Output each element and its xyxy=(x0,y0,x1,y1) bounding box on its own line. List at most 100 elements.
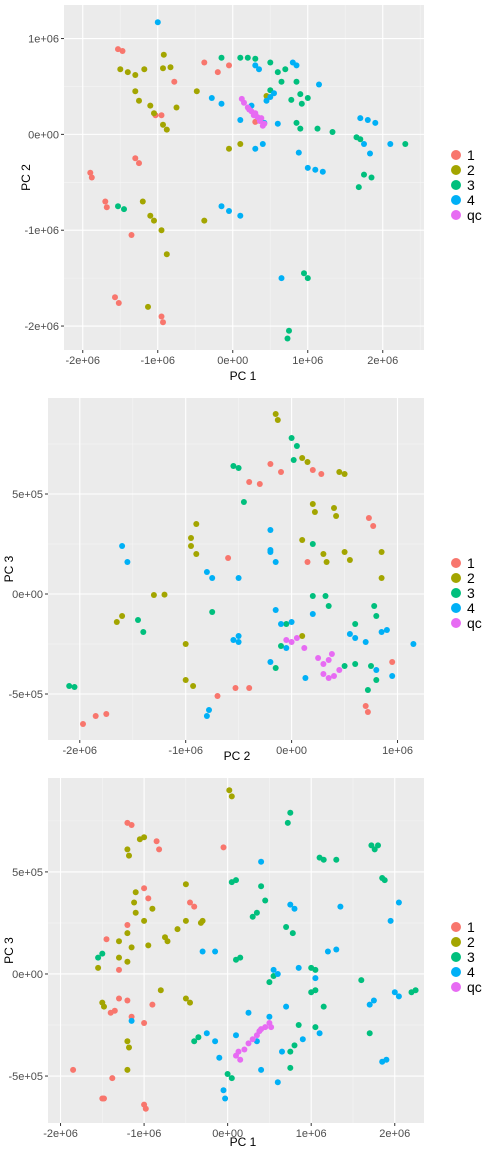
data-point xyxy=(141,885,148,892)
data-point xyxy=(286,327,292,334)
data-point xyxy=(190,683,197,689)
data-point xyxy=(272,607,279,613)
data-point xyxy=(299,537,306,543)
data-point xyxy=(290,457,297,463)
data-point xyxy=(252,118,259,125)
data-point xyxy=(103,204,110,211)
data-point xyxy=(237,141,244,147)
data-point xyxy=(266,1013,273,1020)
data-point xyxy=(284,335,291,342)
data-point xyxy=(357,136,364,143)
data-point xyxy=(365,515,372,521)
data-point xyxy=(226,208,232,214)
data-point xyxy=(362,703,369,709)
data-point xyxy=(274,69,281,76)
y-tick-label: -1e+06 xyxy=(24,225,59,237)
legend-label: 2 xyxy=(467,570,475,586)
data-point xyxy=(161,591,168,598)
data-point xyxy=(128,1013,135,1020)
data-point xyxy=(364,687,371,693)
data-point xyxy=(375,842,381,849)
data-point xyxy=(124,559,131,565)
data-point xyxy=(136,97,142,104)
data-point xyxy=(132,72,139,78)
data-point xyxy=(145,942,152,949)
data-point xyxy=(124,997,131,1004)
data-point xyxy=(241,99,247,106)
series-2 xyxy=(113,411,385,689)
data-point xyxy=(235,633,242,639)
data-point xyxy=(291,905,298,912)
data-point xyxy=(381,877,388,884)
data-point xyxy=(245,1040,252,1047)
data-point xyxy=(352,661,359,667)
data-point xyxy=(132,889,139,896)
data-point xyxy=(272,411,279,417)
data-point xyxy=(299,633,306,639)
data-point xyxy=(212,948,219,955)
data-point xyxy=(252,62,259,69)
series-4 xyxy=(154,19,394,282)
data-point xyxy=(132,88,139,95)
data-point xyxy=(319,168,326,175)
data-point xyxy=(71,684,78,690)
data-point xyxy=(206,707,212,713)
legend-label: 1 xyxy=(467,555,475,571)
data-point xyxy=(346,557,353,563)
data-point xyxy=(116,938,122,945)
data-point xyxy=(117,66,124,73)
data-point xyxy=(316,1030,323,1037)
series-qc xyxy=(233,1020,275,1063)
data-point xyxy=(88,174,95,181)
data-point xyxy=(160,121,166,128)
y-tick-label: 5e+05 xyxy=(12,489,43,501)
data-point xyxy=(389,659,396,665)
data-point xyxy=(282,66,289,73)
data-point xyxy=(387,141,394,147)
data-point xyxy=(274,971,281,977)
data-point xyxy=(235,1048,242,1055)
data-point xyxy=(362,639,369,645)
legend-key xyxy=(451,165,461,175)
data-point xyxy=(246,479,253,485)
data-point xyxy=(164,938,171,945)
data-point xyxy=(368,842,375,849)
data-point xyxy=(158,313,165,320)
data-point xyxy=(267,527,274,533)
data-point xyxy=(267,549,274,555)
data-point xyxy=(182,677,189,683)
data-point xyxy=(228,1075,235,1082)
data-point xyxy=(140,629,147,635)
legend-label: 4 xyxy=(467,600,475,616)
data-point xyxy=(226,787,233,794)
data-point xyxy=(304,559,311,565)
data-point xyxy=(262,1024,269,1031)
data-point xyxy=(312,966,319,973)
data-point xyxy=(297,91,304,98)
data-point xyxy=(135,617,141,623)
series-qc xyxy=(283,635,343,681)
chart-panel-3: -2e+06 -1e+06 0e+00 1e+06 2e+06 -5e+05 0e+00 5e… xyxy=(2,778,482,1149)
data-point xyxy=(240,499,247,505)
data-point xyxy=(346,631,353,637)
data-point xyxy=(295,1022,302,1028)
data-point xyxy=(253,909,260,916)
data-point xyxy=(323,559,330,565)
data-point xyxy=(309,501,316,507)
y-axis-title: PC 2 xyxy=(19,164,33,191)
data-point xyxy=(141,834,148,841)
data-point xyxy=(201,217,208,224)
data-point xyxy=(220,1087,227,1094)
data-point xyxy=(267,94,274,100)
data-point xyxy=(322,593,329,599)
data-point xyxy=(126,1044,132,1051)
data-point xyxy=(237,212,244,219)
data-point xyxy=(92,713,99,719)
x-tick-label: 1e+06 xyxy=(382,745,413,757)
data-point xyxy=(103,711,110,717)
data-point xyxy=(373,677,380,683)
data-point xyxy=(288,96,295,103)
x-tick-label: -1e+06 xyxy=(168,745,203,757)
data-point xyxy=(267,59,274,66)
